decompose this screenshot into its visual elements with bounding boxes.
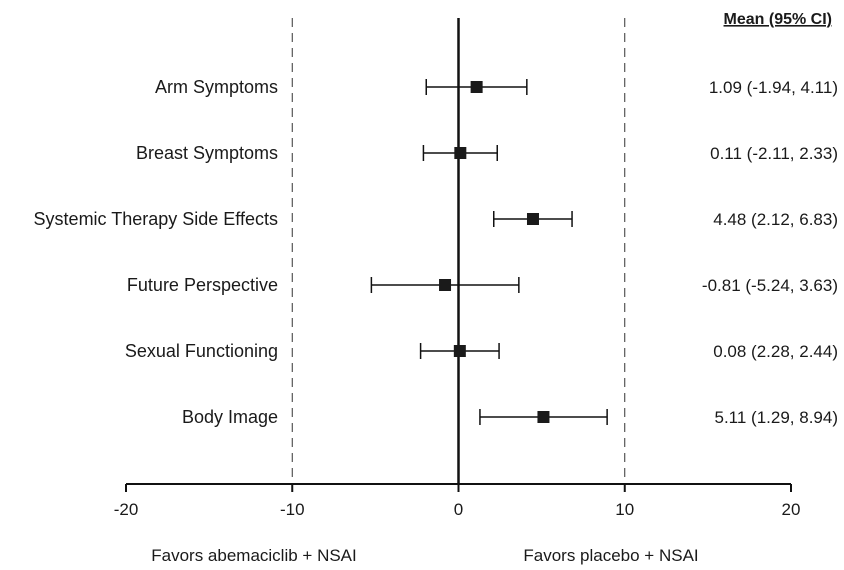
forest-row: Systemic Therapy Side Effects 4.48 (2.12,…	[34, 209, 838, 229]
ci-value-label: 0.08 (2.28, 2.44)	[713, 342, 838, 361]
row-label: Breast Symptoms	[136, 143, 278, 163]
forest-rows: Arm Symptoms 1.09 (-1.94, 4.11) Breast Sym…	[34, 77, 838, 427]
ci-column-header: Mean (95% CI)	[724, 11, 832, 28]
row-label: Body Image	[182, 407, 278, 427]
footer-favors-left: Favors abemaciclib + NSAI	[151, 546, 357, 565]
x-tick-label: 0	[454, 500, 463, 519]
mean-marker	[453, 345, 466, 357]
forest-row: Body Image 5.11 (1.29, 8.94)	[182, 407, 838, 427]
row-label: Systemic Therapy Side Effects	[34, 209, 278, 229]
x-tick-label: 20	[782, 500, 801, 519]
mean-marker	[537, 411, 550, 423]
ci-value-label: 0.11 (-2.11, 2.33)	[710, 144, 838, 163]
mean-marker	[470, 81, 483, 93]
x-tick-label: -10	[280, 500, 305, 519]
row-label: Sexual Functioning	[125, 341, 278, 361]
forest-row: Breast Symptoms 0.11 (-2.11, 2.33)	[136, 143, 838, 163]
row-label: Arm Symptoms	[155, 77, 278, 97]
ci-value-label: 4.48 (2.12, 6.83)	[713, 210, 838, 229]
x-tick-label: 10	[615, 500, 634, 519]
mean-marker	[526, 213, 539, 225]
x-axis: -20 -10 0 10 20	[114, 483, 801, 519]
ci-value-label: -0.81 (-5.24, 3.63)	[702, 276, 838, 295]
mean-marker	[454, 147, 467, 159]
forest-row: Sexual Functioning 0.08 (2.28, 2.44)	[125, 341, 838, 361]
forest-row: Future Perspective -0.81 (-5.24, 3.63)	[127, 275, 838, 295]
ci-value-label: 5.11 (1.29, 8.94)	[715, 408, 839, 427]
footer-favors-right: Favors placebo + NSAI	[523, 546, 698, 565]
forest-row: Arm Symptoms 1.09 (-1.94, 4.11)	[155, 77, 838, 97]
mean-marker	[439, 279, 452, 291]
reference-lines	[291, 18, 626, 484]
x-tick-label: -20	[114, 500, 139, 519]
ci-value-label: 1.09 (-1.94, 4.11)	[709, 78, 838, 97]
row-label: Future Perspective	[127, 275, 278, 295]
